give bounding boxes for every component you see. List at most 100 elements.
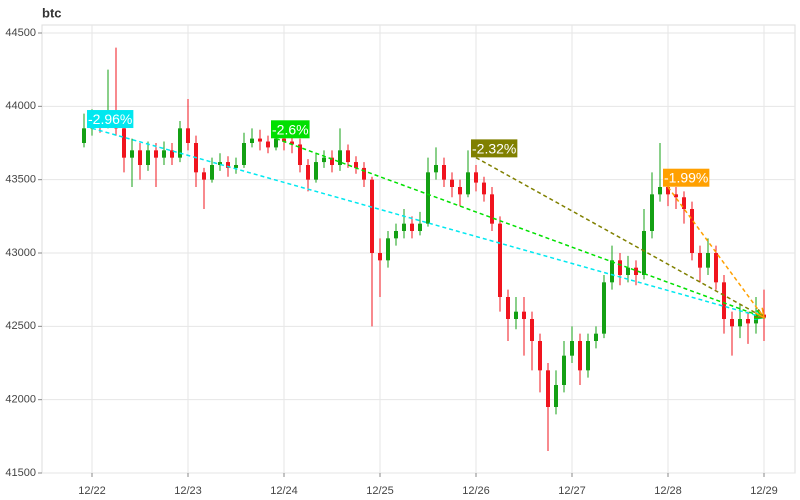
candle-body [226,162,230,168]
candle-body [138,150,142,165]
x-tick-label: 12/26 [462,485,490,497]
chart-title: btc [42,5,62,20]
candle-body [634,267,638,275]
y-tick-label: 44500 [5,27,36,39]
candle-body [658,187,662,195]
x-tick-label: 12/28 [654,485,682,497]
candle-body [498,223,502,297]
candle-body [186,128,190,143]
candle-body [250,138,254,143]
annotation-label-bg [271,120,310,139]
annotation-label-text: -2.32% [472,140,516,156]
candle-body [234,165,238,168]
candle-body [506,297,510,319]
candle-body [346,150,350,163]
candle-body [554,385,558,407]
candle-body [218,162,222,165]
annotation-label: -1.99% [663,168,710,187]
candle-body [618,260,622,275]
plot-border [41,24,796,474]
annotation-label-text: -2.96% [88,111,132,127]
candle-body [266,141,270,148]
candle-body [570,341,574,356]
annotation-label-text: -1.99% [664,170,708,186]
candle-body [394,231,398,239]
candle-body [146,150,150,165]
candle-body [698,253,702,268]
candle-body [626,267,630,275]
candle-body [562,355,566,385]
y-tick-label: 42500 [5,320,36,332]
candle-body [418,223,422,231]
candle-body [290,141,294,145]
candle-body [746,319,750,324]
candle-body [642,231,646,275]
candle-body [426,172,430,224]
y-tick-label: 43000 [5,247,36,259]
candle-body [738,319,742,327]
annotation-label: -2.6% [271,120,310,139]
annotation-label-bg [87,110,134,129]
candle-body [578,341,582,371]
candle-body [162,150,166,158]
candle-body [490,194,494,224]
candle-body [82,128,86,143]
candle-body [242,143,246,165]
candle-body [338,150,342,165]
x-tick-label: 12/24 [270,485,298,497]
candle-body [690,209,694,253]
annotation-label-text: -2.6% [272,121,309,137]
candle-body [402,223,406,231]
annotation-label: -2.32% [471,139,518,158]
candle-body [170,150,174,158]
candle-body [450,179,454,187]
candle-body [210,165,214,180]
candle-body [666,187,670,195]
candle-body [546,370,550,407]
candle-body [130,150,134,158]
trend-line [667,186,765,318]
candle-body [610,260,614,283]
candle-body [474,172,478,183]
candle-body [442,165,446,180]
annotation-label-bg [471,139,518,158]
candle-body [730,319,734,327]
candle-body [410,223,414,231]
annotation-label: -2.96% [87,110,134,129]
candle-body [362,167,366,180]
candle-body [530,319,534,341]
trend-line [275,137,765,319]
annotation-label-bg [663,168,710,187]
x-tick-label: 12/23 [174,485,202,497]
x-tick-label: 12/22 [78,485,106,497]
candle-body [514,311,518,319]
candle-body [714,253,718,283]
candle-body [458,187,462,195]
candle-body [282,138,286,142]
candle-body [306,165,310,180]
candle-body [154,150,158,158]
y-tick-label: 41500 [5,467,36,479]
candle-body [378,253,382,261]
candle-body [482,182,486,195]
candle-body [538,341,542,371]
candle-body [322,157,326,163]
candle-body [298,144,302,165]
candle-body [274,138,278,148]
candle-body [466,172,470,195]
candle-body [586,341,590,371]
x-tick-label: 12/27 [558,485,586,497]
candle-body [682,197,686,209]
candle-body [330,157,334,165]
candle-body [202,172,206,180]
candle-body [602,282,606,334]
candle-body [370,179,374,253]
y-tick-label: 44000 [5,100,36,112]
candle-body [178,128,182,158]
candle-body [354,162,358,168]
candle-body [434,165,438,173]
arrow-head [754,307,766,319]
candle-body [522,311,526,319]
candle-body [122,128,126,158]
